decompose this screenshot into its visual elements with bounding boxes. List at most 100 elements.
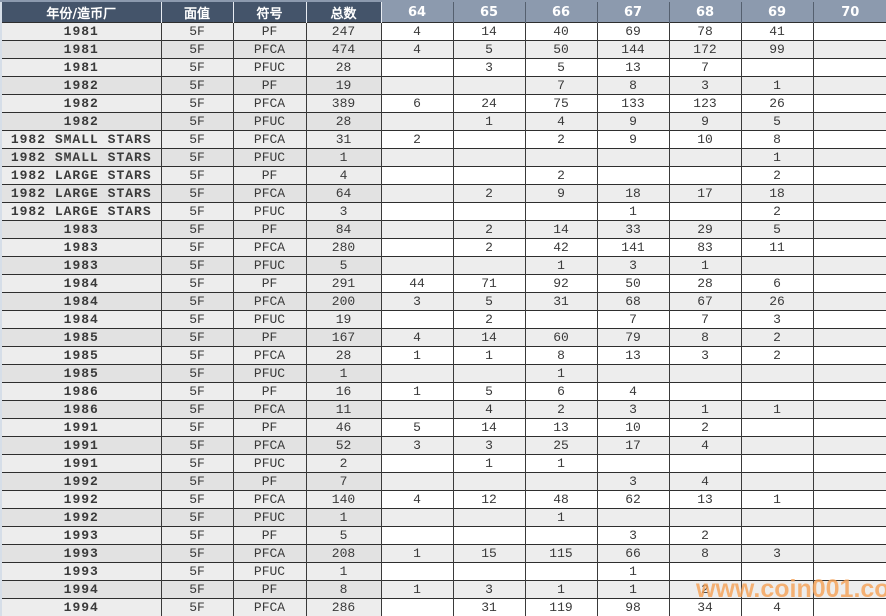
cell-grade-64 xyxy=(380,472,453,491)
cell-grade-66: 1 xyxy=(524,256,597,275)
cell-year: 1982 LARGE STARS xyxy=(1,166,161,185)
table-row: 1985 5F PFCA 28 1 1 8 13 3 2 xyxy=(1,346,886,365)
cell-grade-65: 31 xyxy=(452,598,525,616)
cell-grade-65 xyxy=(452,130,525,149)
cell-grade-69: 2 xyxy=(740,328,813,347)
cell-grade-65 xyxy=(452,256,525,275)
cell-grade-67: 69 xyxy=(596,22,669,41)
cell-grade-65: 4 xyxy=(452,400,525,419)
cell-grade-69: 2 xyxy=(740,202,813,221)
cell-grade-70 xyxy=(812,310,886,329)
cell-face-value: 5F xyxy=(160,490,233,509)
cell-total: 31 xyxy=(305,130,381,149)
cell-total: 5 xyxy=(305,256,381,275)
cell-grade-66: 2 xyxy=(524,130,597,149)
cell-grade-67: 8 xyxy=(596,76,669,95)
cell-symbol: PFUC xyxy=(232,148,306,167)
cell-face-value: 5F xyxy=(160,256,233,275)
cell-year: 1981 xyxy=(1,40,161,59)
cell-grade-66 xyxy=(524,148,597,167)
cell-grade-67: 3 xyxy=(596,526,669,545)
cell-grade-66: 8 xyxy=(524,346,597,365)
cell-grade-66: 9 xyxy=(524,184,597,203)
cell-grade-68 xyxy=(668,454,741,473)
cell-grade-65 xyxy=(452,472,525,491)
cell-grade-66: 7 xyxy=(524,76,597,95)
cell-face-value: 5F xyxy=(160,238,233,257)
cell-grade-65: 2 xyxy=(452,310,525,329)
cell-grade-64: 3 xyxy=(380,292,453,311)
cell-year: 1982 LARGE STARS xyxy=(1,202,161,221)
cell-grade-69: 5 xyxy=(740,220,813,239)
table-row: 1983 5F PF 84 2 14 33 29 5 xyxy=(1,220,886,239)
cell-grade-65: 3 xyxy=(452,58,525,77)
cell-grade-64: 44 xyxy=(380,274,453,293)
cell-grade-65 xyxy=(452,526,525,545)
cell-grade-66: 5 xyxy=(524,58,597,77)
cell-grade-67: 68 xyxy=(596,292,669,311)
table-row: 1982 SMALL STARS 5F PFUC 1 1 xyxy=(1,148,886,167)
cell-grade-69: 1 xyxy=(740,400,813,419)
cell-grade-66: 4 xyxy=(524,112,597,131)
column-header-grade-70: 70 xyxy=(812,1,886,23)
cell-grade-65: 24 xyxy=(452,94,525,113)
cell-grade-69: 2 xyxy=(740,166,813,185)
cell-grade-66: 25 xyxy=(524,436,597,455)
cell-symbol: PFUC xyxy=(232,310,306,329)
cell-face-value: 5F xyxy=(160,364,233,383)
table-row: 1986 5F PFCA 11 4 2 3 1 1 xyxy=(1,400,886,419)
cell-total: 200 xyxy=(305,292,381,311)
cell-total: 208 xyxy=(305,544,381,563)
cell-year: 1982 SMALL STARS xyxy=(1,130,161,149)
cell-grade-69: 1 xyxy=(740,148,813,167)
cell-grade-70 xyxy=(812,544,886,563)
cell-face-value: 5F xyxy=(160,454,233,473)
cell-grade-65 xyxy=(452,364,525,383)
cell-year: 1986 xyxy=(1,382,161,401)
column-header-face-value: 面值 xyxy=(160,1,233,23)
cell-grade-67 xyxy=(596,166,669,185)
cell-year: 1991 xyxy=(1,418,161,437)
table-row: 1985 5F PFUC 1 1 xyxy=(1,364,886,383)
cell-grade-69 xyxy=(740,454,813,473)
cell-face-value: 5F xyxy=(160,562,233,581)
table-body: 1981 5F PF 247 4 14 40 69 78 41 1981 5F PFCA 474 4 5 50 1… xyxy=(1,22,886,616)
cell-total: 389 xyxy=(305,94,381,113)
cell-grade-69: 1 xyxy=(740,490,813,509)
cell-grade-70 xyxy=(812,58,886,77)
cell-grade-70 xyxy=(812,454,886,473)
cell-grade-68: 2 xyxy=(668,580,741,599)
cell-total: 1 xyxy=(305,364,381,383)
table-row: 1981 5F PFUC 28 3 5 13 7 xyxy=(1,58,886,77)
cell-grade-68 xyxy=(668,382,741,401)
table-row: 1992 5F PFUC 1 1 xyxy=(1,508,886,527)
cell-grade-66 xyxy=(524,202,597,221)
cell-symbol: PFCA xyxy=(232,436,306,455)
cell-grade-68: 2 xyxy=(668,418,741,437)
cell-face-value: 5F xyxy=(160,382,233,401)
cell-grade-67: 50 xyxy=(596,274,669,293)
cell-grade-64 xyxy=(380,112,453,131)
cell-grade-68 xyxy=(668,364,741,383)
cell-grade-66 xyxy=(524,310,597,329)
table-header-row: 年份/造币厂 面值 符号 总数 64 65 66 67 68 69 70 xyxy=(1,1,886,23)
cell-face-value: 5F xyxy=(160,292,233,311)
cell-year: 1983 xyxy=(1,220,161,239)
cell-total: 64 xyxy=(305,184,381,203)
cell-grade-68: 9 xyxy=(668,112,741,131)
cell-face-value: 5F xyxy=(160,310,233,329)
cell-grade-69 xyxy=(740,472,813,491)
cell-grade-70 xyxy=(812,328,886,347)
cell-face-value: 5F xyxy=(160,76,233,95)
cell-total: 8 xyxy=(305,580,381,599)
cell-total: 140 xyxy=(305,490,381,509)
cell-grade-65: 3 xyxy=(452,436,525,455)
column-header-total: 总数 xyxy=(305,1,381,23)
table-row: 1991 5F PF 46 5 14 13 10 2 xyxy=(1,418,886,437)
cell-year: 1994 xyxy=(1,580,161,599)
cell-year: 1984 xyxy=(1,274,161,293)
cell-grade-68 xyxy=(668,508,741,527)
table-row: 1994 5F PFCA 286 31 119 98 34 4 xyxy=(1,598,886,616)
cell-grade-67: 141 xyxy=(596,238,669,257)
cell-grade-68: 78 xyxy=(668,22,741,41)
